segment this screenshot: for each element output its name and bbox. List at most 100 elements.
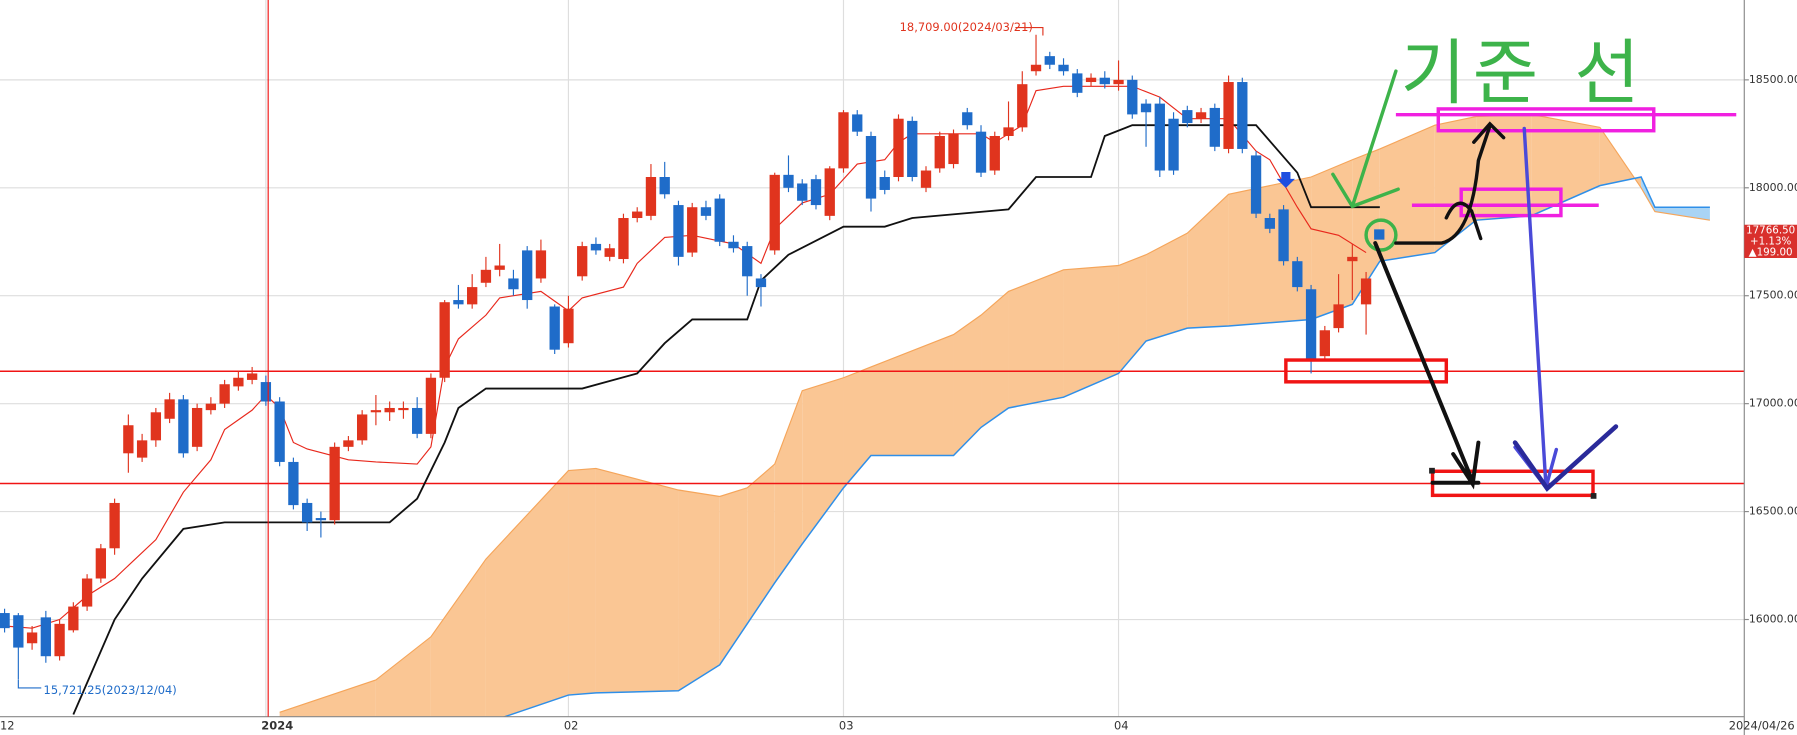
candle-body	[95, 548, 107, 579]
candle-body	[136, 440, 148, 458]
handwriting: 기준 선	[1400, 31, 1646, 114]
candle-body	[975, 131, 987, 173]
cloud	[843, 366, 871, 488]
cloud-span1	[502, 176, 1710, 717]
candle-body	[1278, 209, 1289, 262]
candle-body	[907, 120, 918, 178]
candle-body	[590, 243, 602, 251]
low-label: 15,721.25(2023/12/04)	[44, 683, 177, 697]
candle-body	[1017, 84, 1028, 128]
cloud	[1146, 233, 1188, 342]
cloud	[430, 559, 486, 717]
cloud	[774, 390, 803, 583]
candle-body	[453, 300, 464, 305]
candle-body	[810, 179, 822, 206]
date-label: 2024/04/26	[1729, 718, 1795, 732]
candle-body	[879, 177, 890, 190]
candle-body	[728, 241, 739, 249]
drawn-box	[1284, 358, 1449, 384]
candle-body	[948, 133, 959, 165]
candle-body	[1209, 107, 1220, 147]
candle-body	[13, 615, 24, 648]
candle-body	[178, 399, 189, 454]
drawn-arrow	[1394, 121, 1506, 245]
candle-body	[797, 183, 808, 201]
x-tick-label: 2024	[261, 718, 293, 732]
price-box-text: ▲199.00	[1749, 246, 1793, 258]
candle-body	[81, 578, 93, 607]
candle-body	[632, 211, 643, 219]
candle-body	[467, 287, 478, 305]
candle-body	[1292, 261, 1303, 288]
drawn-arrow	[1331, 69, 1400, 209]
candle-body	[1113, 79, 1124, 85]
candle-body	[1182, 110, 1193, 124]
cloud	[1311, 159, 1353, 320]
candle-body	[1058, 64, 1069, 72]
cloud	[1118, 254, 1147, 374]
candle-body	[246, 373, 258, 380]
candle-body	[1195, 112, 1207, 119]
candle-body	[1140, 103, 1152, 113]
signal-arrow	[1276, 171, 1296, 189]
candle-body	[301, 502, 313, 523]
drawn-arrow	[1373, 241, 1481, 490]
candle-body	[439, 302, 450, 378]
candle-body	[1250, 155, 1262, 214]
candle-body	[1168, 118, 1179, 171]
candle-body	[989, 135, 1000, 171]
candle-body	[934, 135, 945, 169]
candle-body	[1085, 77, 1097, 83]
cloud	[678, 490, 720, 691]
x-tick-label: 03	[839, 718, 854, 732]
drawn-check	[1512, 424, 1619, 492]
cloud	[1187, 194, 1229, 329]
y-tick-label: 17500.00	[1749, 289, 1797, 302]
candle-body	[54, 623, 65, 657]
cloud	[485, 470, 569, 717]
candle-body	[920, 170, 932, 188]
candle-body	[659, 177, 670, 195]
cloud	[568, 468, 596, 696]
candle-body	[343, 440, 354, 447]
candle-body	[191, 407, 203, 447]
candle-body	[852, 114, 863, 132]
candle-body	[508, 278, 519, 290]
candle-body	[549, 306, 560, 350]
candle-body	[783, 174, 794, 188]
cloud	[1476, 114, 1532, 221]
candle-body	[604, 248, 615, 257]
candle-body	[893, 118, 904, 178]
cloud	[747, 464, 775, 624]
candle-body	[618, 218, 629, 260]
candle-body	[962, 112, 973, 126]
candle-body	[1305, 289, 1317, 361]
candle-body	[412, 407, 423, 434]
candle-body	[1319, 330, 1330, 357]
candle-body	[1099, 77, 1110, 85]
y-tick-label: 16500.00	[1749, 505, 1797, 518]
plot-area	[0, 34, 1745, 717]
x-tick-label: 04	[1114, 718, 1129, 732]
x-tick-label: 12	[0, 718, 15, 732]
cloud-span2	[279, 113, 1710, 713]
candle-body	[164, 399, 175, 419]
candle-body	[1223, 82, 1234, 149]
high-pointer	[1015, 26, 1044, 36]
candle-body	[563, 308, 574, 344]
candle-body	[219, 384, 230, 404]
candle-body	[522, 250, 533, 301]
candle-body	[1264, 218, 1275, 229]
candle-body	[535, 250, 547, 279]
annotations: 18,709.00(2024/03/21) 15,721.25(2023/12/…	[17, 0, 1797, 717]
candle-body	[1154, 103, 1165, 171]
candle-body	[274, 401, 285, 462]
candle-body	[494, 265, 505, 270]
cloud	[870, 334, 954, 456]
candle-body	[742, 246, 753, 277]
x-tick-label: 02	[564, 718, 579, 732]
price-box	[1744, 224, 1797, 258]
candle-body	[288, 461, 299, 506]
